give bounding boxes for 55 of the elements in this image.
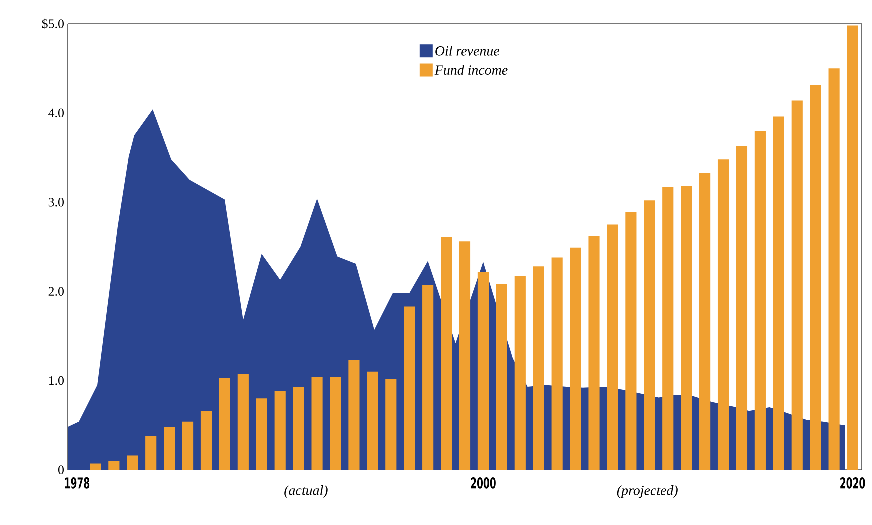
x-tick-label: 1978 — [65, 478, 90, 489]
bar — [90, 464, 102, 470]
bar — [459, 242, 471, 470]
x-tick-label: 2000 — [471, 478, 496, 489]
bar — [773, 116, 784, 470]
bar — [552, 258, 563, 470]
y-tick-label: 1.0 — [49, 376, 64, 386]
bar — [312, 377, 323, 470]
x-tick-label: 2020 — [840, 478, 866, 489]
bar — [718, 160, 730, 470]
bar — [607, 224, 618, 470]
bar — [164, 427, 176, 470]
y-tick-label: 2.0 — [48, 287, 64, 296]
bar — [440, 237, 452, 470]
bar — [570, 248, 582, 470]
bar — [422, 285, 434, 470]
bar — [348, 360, 360, 470]
text: (projected) — [617, 486, 678, 498]
bar — [293, 387, 304, 470]
bar — [792, 100, 803, 470]
legend-label: Fund income — [434, 65, 508, 76]
bar — [367, 372, 378, 470]
bar — [514, 276, 526, 470]
bar — [496, 284, 508, 470]
bar — [662, 187, 674, 470]
bar — [626, 212, 637, 470]
y-tick-label: 4.0 — [48, 108, 64, 118]
bar — [219, 378, 230, 470]
bar — [588, 236, 600, 470]
bar — [828, 68, 840, 470]
bar — [127, 456, 138, 470]
bar — [182, 422, 194, 470]
y-tick-label: 3.0 — [48, 198, 64, 207]
y-tick-label: $5.0 — [42, 18, 64, 30]
bar — [700, 172, 711, 470]
y-tick-label: 0 — [58, 466, 64, 474]
bar — [146, 436, 157, 470]
bar — [238, 374, 249, 470]
bar — [404, 306, 416, 470]
bar — [681, 186, 692, 470]
bar — [754, 131, 766, 470]
bar — [256, 398, 268, 470]
bar — [478, 272, 490, 470]
bar — [644, 200, 656, 470]
bar — [533, 266, 544, 470]
bar — [108, 461, 120, 470]
bar — [847, 26, 858, 470]
bar — [274, 392, 286, 470]
legend-label: Oil revenue — [436, 46, 500, 56]
bar — [200, 411, 212, 470]
bar — [810, 86, 822, 470]
bar — [736, 146, 748, 470]
text: (actual) — [284, 486, 328, 498]
bar — [386, 379, 397, 470]
bar — [330, 377, 342, 470]
